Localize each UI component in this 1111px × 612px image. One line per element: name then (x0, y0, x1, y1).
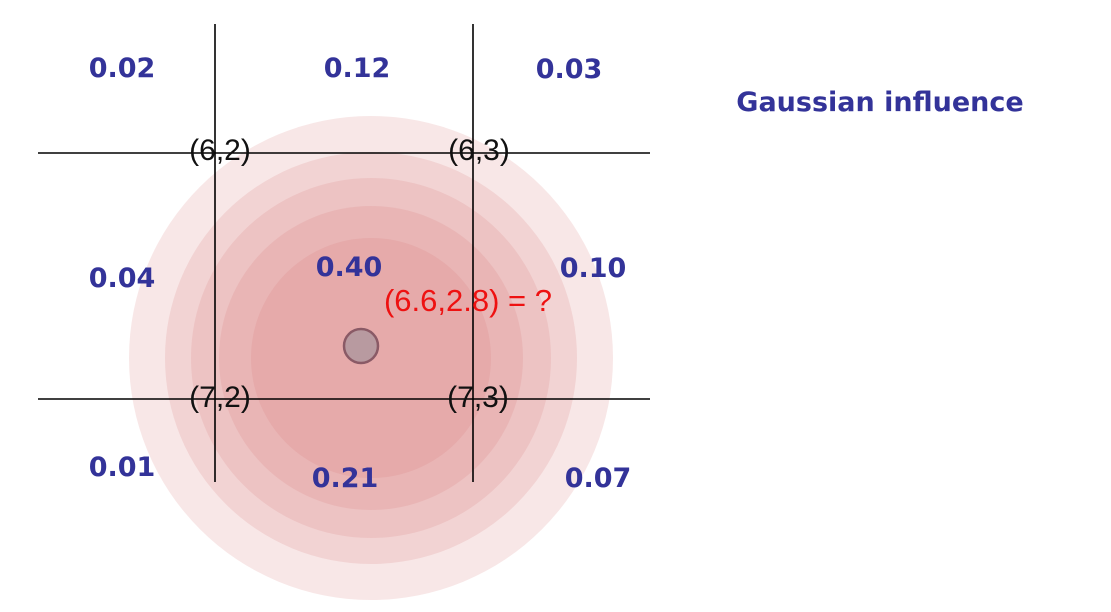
cell-value-top-center: 0.12 (324, 53, 391, 84)
cell-value-bottom-right: 0.07 (565, 463, 632, 494)
cell-value-top-left: 0.02 (89, 53, 156, 84)
cell-value-bottom-center: 0.21 (312, 463, 379, 494)
cell-value-mid-center: 0.40 (316, 252, 383, 283)
diagram-title: Gaussian influence (736, 87, 1023, 118)
query-point-marker (342, 327, 380, 365)
grid-lines (38, 24, 650, 482)
grid-point-label-7-3: (7,3) (447, 381, 509, 414)
grid-point-label-6-3: (6,3) (448, 134, 510, 167)
query-label: (6.6,2.8) = ? (384, 283, 552, 318)
cell-value-mid-right: 0.10 (560, 253, 627, 284)
cell-value-bottom-left: 0.01 (89, 452, 156, 483)
cell-value-mid-left: 0.04 (89, 263, 156, 294)
grid-point-label-6-2: (6,2) (189, 134, 251, 167)
cell-value-top-right: 0.03 (536, 54, 603, 85)
grid-point-label-7-2: (7,2) (189, 381, 251, 414)
